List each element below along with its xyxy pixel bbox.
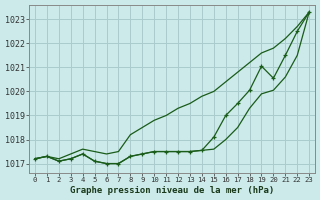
X-axis label: Graphe pression niveau de la mer (hPa): Graphe pression niveau de la mer (hPa)	[70, 186, 274, 195]
